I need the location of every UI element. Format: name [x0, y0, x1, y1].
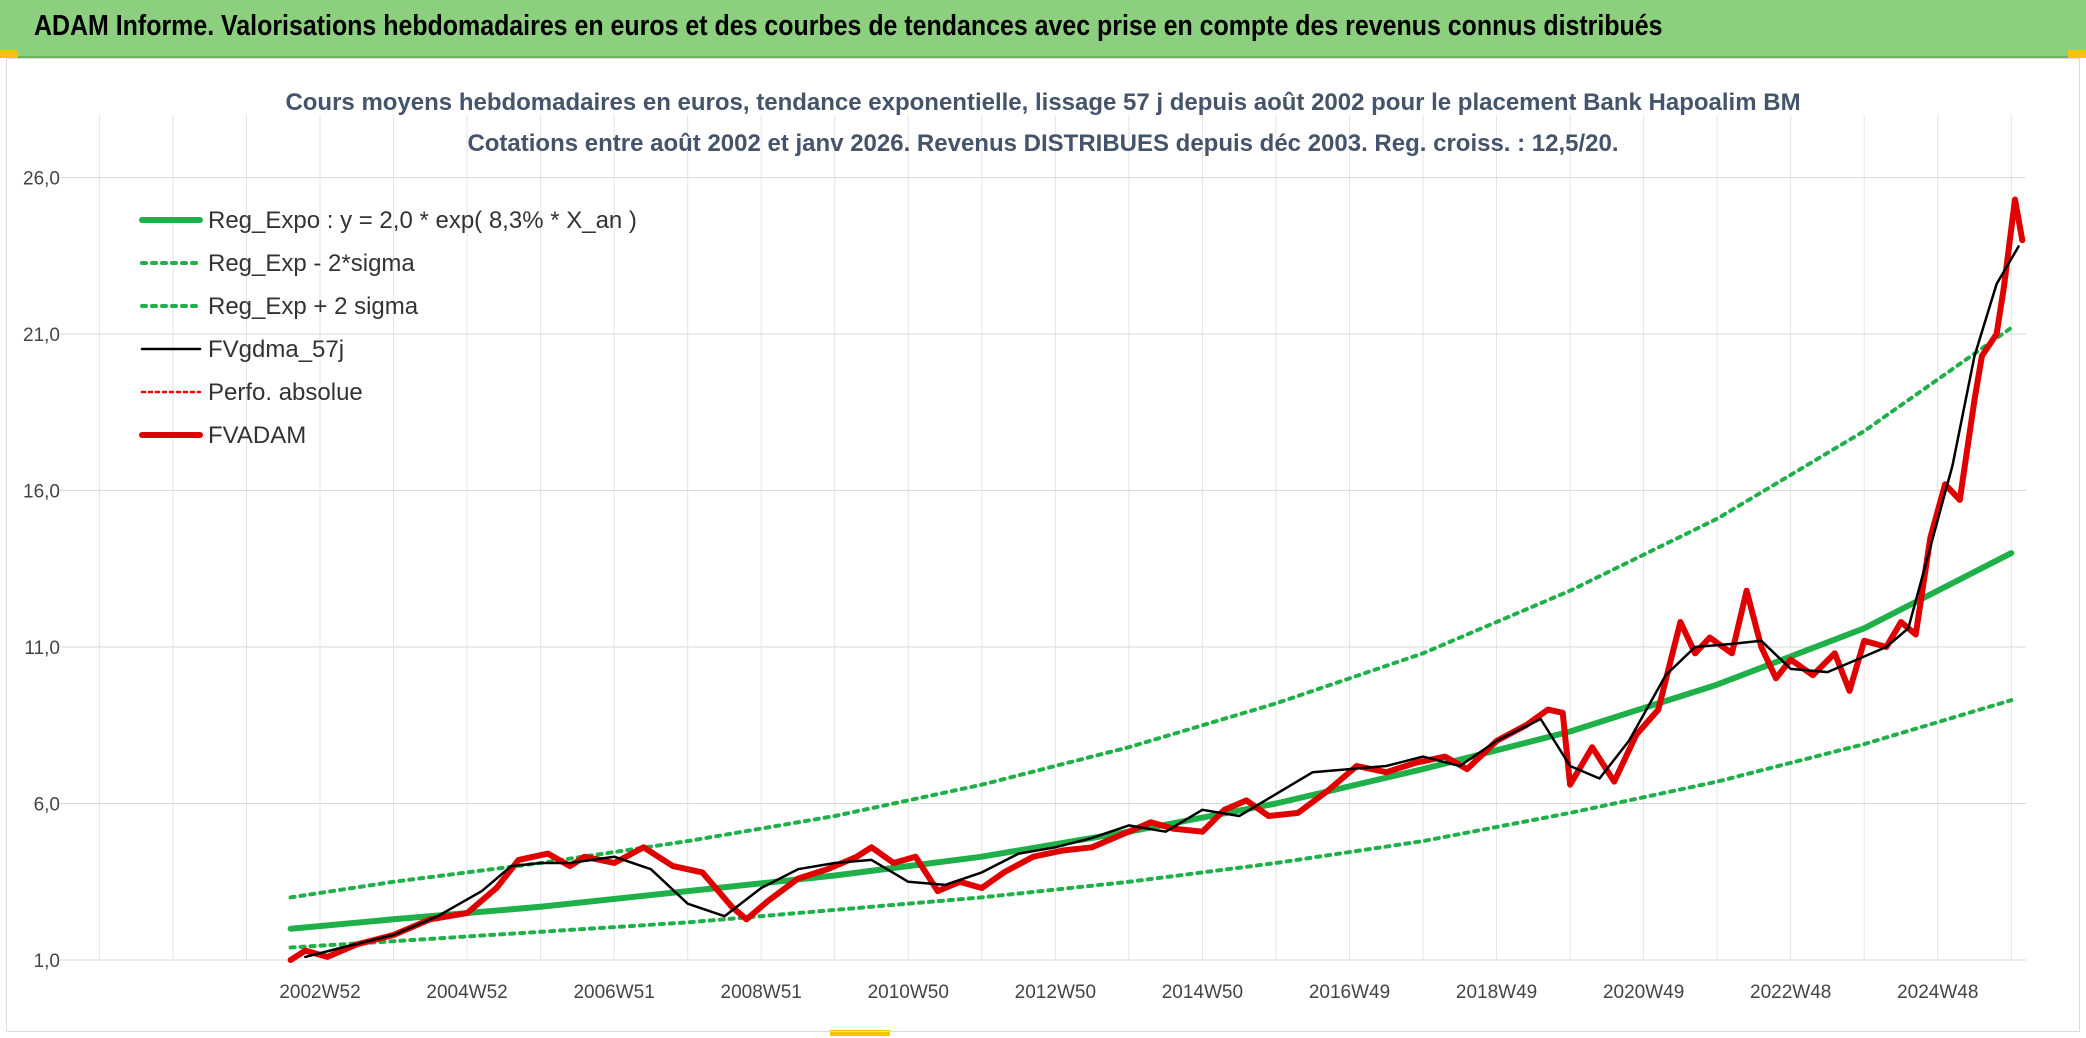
- x-tick-label: 2002W52: [279, 982, 360, 1003]
- x-tick-label: 2006W51: [573, 982, 654, 1003]
- y-tick-label: 21,0: [23, 325, 60, 346]
- legend-label: Reg_Expo : y = 2,0 * exp( 8,3% * X_an ): [208, 207, 637, 234]
- x-axis: 2002W52 2004W52 2006W51 2008W51 2010W50 2012W…: [279, 982, 1978, 1003]
- series-line-1: [288, 698, 2014, 950]
- chart-frame: [6, 58, 2080, 1032]
- corner-mark-bottom: [830, 1030, 890, 1036]
- corner-mark-right: [2068, 50, 2086, 58]
- y-tick-label: 11,0: [24, 638, 60, 659]
- legend-label: Reg_Exp - 2*sigma: [208, 250, 415, 277]
- y-tick-label: 6,0: [34, 795, 60, 816]
- y-axis: 1,0 6,0 11,0 16,0 21,0 26,0: [23, 169, 60, 972]
- series-line-5: [287, 196, 2026, 963]
- series-line-3: [304, 245, 2020, 959]
- report-title: ADAM Informe. Valorisations hebdomadaire…: [34, 10, 1663, 42]
- x-tick-label: 2004W52: [426, 982, 507, 1003]
- x-tick-label: 2012W50: [1015, 982, 1096, 1003]
- x-tick-label: 2016W49: [1309, 982, 1390, 1003]
- legend-label: FVgdma_57j: [208, 336, 344, 363]
- x-tick-label: 2020W49: [1603, 982, 1684, 1003]
- legend-label: Reg_Exp + 2 sigma: [208, 293, 419, 320]
- legend-label: Perfo. absolue: [208, 379, 363, 406]
- chart-title: Cours moyens hebdomadaires en euros, ten…: [285, 89, 1800, 116]
- x-tick-label: 2018W49: [1456, 982, 1537, 1003]
- report-header: ADAM Informe. Valorisations hebdomadaire…: [0, 0, 2086, 58]
- y-tick-label: 26,0: [23, 169, 60, 190]
- x-tick-label: 2010W50: [868, 982, 949, 1003]
- x-tick-label: 2014W50: [1162, 982, 1243, 1003]
- chart-subtitle: Cotations entre août 2002 et janv 2026. …: [467, 130, 1618, 157]
- legend: Reg_Expo : y = 2,0 * exp( 8,3% * X_an ) R…: [139, 207, 637, 449]
- x-tick-label: 2024W48: [1897, 982, 1978, 1003]
- corner-mark-left: [0, 50, 18, 58]
- legend-label: FVADAM: [208, 422, 306, 449]
- x-tick-label: 2022W48: [1750, 982, 1831, 1003]
- grid: [60, 115, 2026, 961]
- y-tick-label: 1,0: [34, 951, 60, 972]
- series-layer: [287, 196, 2026, 963]
- y-tick-label: 16,0: [23, 482, 60, 503]
- x-tick-label: 2008W51: [721, 982, 802, 1003]
